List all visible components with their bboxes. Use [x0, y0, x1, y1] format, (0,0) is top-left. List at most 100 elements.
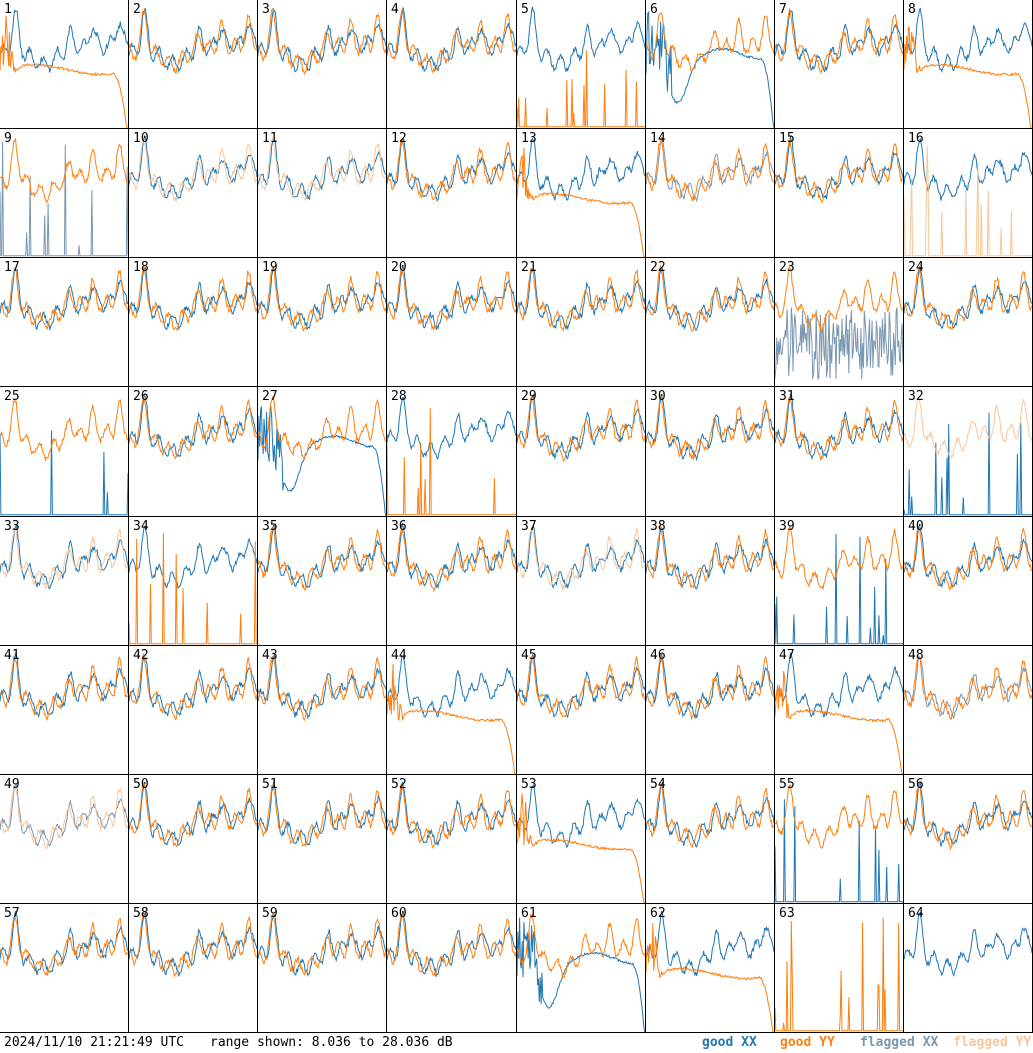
panel-number: 48 [908, 648, 924, 663]
flagged-xx-series [0, 783, 128, 848]
panel-number: 39 [779, 519, 795, 534]
spectrum-plot [387, 655, 516, 774]
good-yy-series [646, 922, 774, 1032]
good-yy-series [129, 652, 257, 721]
panel-number: 7 [779, 2, 787, 17]
good-xx-series [517, 6, 645, 73]
panel-64: 64 [904, 904, 1033, 1033]
good-xx-series [775, 136, 903, 200]
good-xx-series [775, 533, 903, 645]
good-yy-series [129, 533, 257, 645]
good-yy-series [258, 913, 386, 976]
panel-number: 55 [779, 777, 795, 792]
panel-6: 6 [646, 0, 775, 129]
panel-number: 36 [391, 519, 407, 534]
panel-23: 23 [775, 258, 904, 387]
spectrum-plot [517, 783, 645, 903]
spectrum-plot [387, 136, 516, 202]
panel-number: 13 [521, 131, 537, 146]
good-yy-series [904, 656, 1032, 720]
panel-20: 20 [387, 258, 517, 387]
panel-number: 14 [650, 131, 666, 146]
panel-5: 5 [517, 0, 646, 129]
spectrum-plot [258, 7, 386, 76]
good-xx-series [387, 396, 516, 460]
spectrum-plot [904, 654, 1032, 720]
spectrum-plot [258, 913, 386, 977]
spectrum-plot [775, 136, 903, 203]
panel-8: 8 [904, 0, 1033, 129]
good-xx-series [129, 134, 257, 200]
good-yy-series [387, 526, 516, 593]
panel-number: 34 [133, 519, 149, 534]
panel-46: 46 [646, 646, 775, 775]
good-yy-series [646, 264, 774, 332]
panel-17: 17 [0, 258, 129, 387]
panel-21: 21 [517, 258, 646, 387]
spectrum-plot [258, 266, 386, 332]
spectrum-plot [775, 525, 903, 645]
panel-28: 28 [387, 387, 517, 517]
panel-55: 55 [775, 775, 904, 904]
good-xx-series [646, 266, 774, 331]
good-xx-series [775, 652, 903, 718]
panel-50: 50 [129, 775, 258, 904]
spectrum-plot [775, 392, 903, 461]
good-yy-series [775, 266, 903, 335]
spectrum-plot [775, 266, 903, 381]
spectrum-plot [0, 138, 128, 257]
panel-number: 49 [4, 777, 20, 792]
legend-good-xx: good XX [702, 1035, 757, 1050]
flagged-xx-series [904, 654, 1032, 720]
spectrum-plot [258, 136, 386, 202]
good-yy-series [517, 395, 645, 463]
good-xx-series [129, 911, 257, 977]
good-xx-series [775, 9, 903, 73]
good-yy-series [775, 7, 903, 74]
good-yy-series [646, 654, 774, 721]
panel-13: 13 [517, 129, 646, 258]
spectrum-plot [646, 264, 774, 332]
range-label: range shown: 8.036 to 28.036 dB [210, 1035, 453, 1050]
good-xx-series [387, 522, 516, 590]
panel-62: 62 [646, 904, 775, 1033]
panel-63: 63 [775, 904, 904, 1033]
good-xx-series [646, 10, 774, 128]
good-yy-series [0, 398, 128, 463]
panel-number: 22 [650, 260, 666, 275]
panel-number: 42 [133, 648, 149, 663]
spectrum-plot [0, 268, 128, 331]
spectrum-plot [129, 265, 257, 332]
panel-53: 53 [517, 775, 646, 904]
panel-number: 38 [650, 519, 666, 534]
legend-flagged-xx: flagged XX [860, 1035, 939, 1050]
good-xx-series [387, 655, 516, 718]
spectrum-plot [0, 524, 128, 590]
spectrum-plot [646, 910, 774, 1032]
good-yy-series [517, 793, 645, 903]
panel-45: 45 [517, 646, 646, 775]
panel-number: 46 [650, 648, 666, 663]
good-xx-series [517, 267, 645, 331]
good-xx-series [517, 393, 645, 460]
good-xx-series [129, 393, 257, 458]
panel-52: 52 [387, 775, 517, 904]
panel-number: 5 [521, 2, 529, 17]
good-xx-series [129, 7, 257, 74]
good-yy-series [129, 912, 257, 977]
spectrum-plot [517, 912, 645, 1032]
good-xx-series [0, 524, 128, 590]
good-xx-series [258, 524, 386, 589]
spectrum-plot [904, 524, 1032, 591]
good-yy-series [258, 266, 386, 332]
good-xx-series [904, 7, 1032, 73]
panel-number: 17 [4, 260, 20, 275]
panel-number: 61 [521, 906, 537, 921]
panel-40: 40 [904, 517, 1033, 646]
panel-30: 30 [646, 387, 775, 517]
spectrum-plot [646, 781, 774, 849]
panel-44: 44 [387, 646, 517, 775]
panel-9: 9 [0, 129, 129, 258]
panel-48: 48 [904, 646, 1033, 775]
good-xx-series [517, 783, 645, 849]
